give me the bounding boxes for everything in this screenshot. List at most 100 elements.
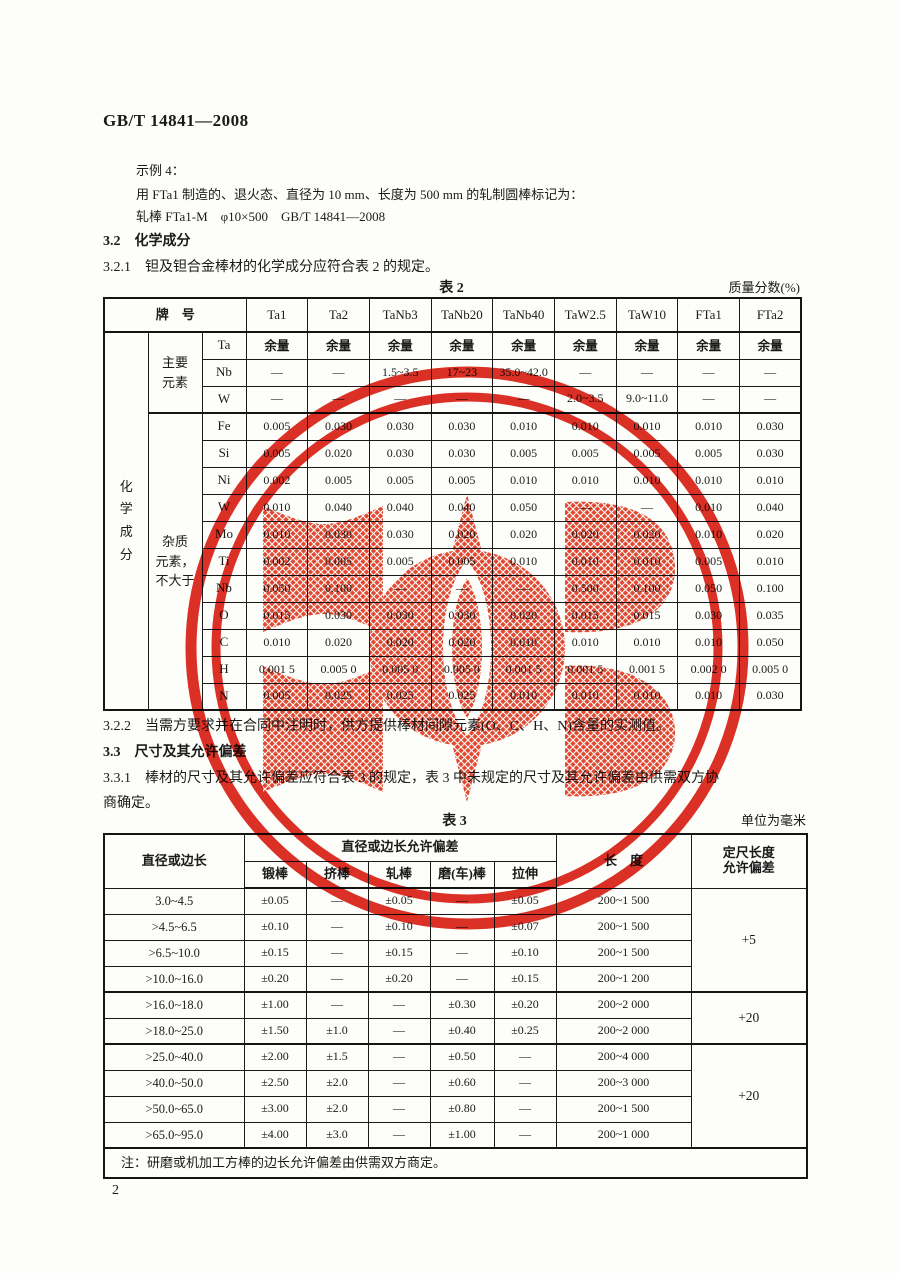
table-cell: —: [739, 385, 802, 414]
table2-grade-header: FTa2: [739, 297, 802, 333]
table3-header-fixed-length: 定尺长度 允许偏差: [690, 833, 808, 889]
table-cell: —: [245, 358, 309, 387]
table-cell: 0.001 5: [492, 655, 555, 684]
table-cell: 0.010: [739, 547, 802, 576]
table-cell: ±0.07: [493, 913, 557, 941]
table2-element-label: Ti: [201, 547, 247, 576]
table3-size-cell: >65.0~95.0: [103, 1121, 245, 1149]
table-cell: ±2.0: [305, 1069, 369, 1097]
table2-grade-header: FTa1: [677, 297, 740, 333]
table-cell: —: [493, 1043, 557, 1071]
table2-grade-header: TaNb3: [368, 297, 432, 333]
table-cell: —: [492, 385, 555, 414]
table-cell: 0.010: [553, 466, 617, 495]
table-cell: 0.040: [430, 493, 494, 522]
table-cell: ±0.50: [429, 1043, 495, 1071]
table-cell: 2.0~3.5: [553, 385, 617, 414]
section-3-2-heading: 3.2 化学成分: [103, 234, 191, 249]
table3-subheader: 磨(车)棒: [429, 860, 495, 889]
table-cell: 0.020: [492, 601, 555, 630]
table-cell: 0.050: [677, 574, 740, 603]
table-cell: 0.005 0: [368, 655, 432, 684]
table-cell: 0.030: [307, 601, 370, 630]
table-cell: 0.010: [553, 547, 617, 576]
table-cell: ±3.00: [243, 1095, 307, 1123]
table-cell: —: [615, 358, 679, 387]
table-cell: 0.020: [492, 520, 555, 549]
table2-group-main-elements: 主要 元素: [147, 331, 203, 414]
table-cell: ±0.20: [493, 991, 557, 1019]
table-cell: ±0.60: [429, 1069, 495, 1097]
table-cell: —: [367, 1095, 431, 1123]
table-cell: ±0.10: [243, 913, 307, 941]
table-cell: 0.050: [492, 493, 555, 522]
table-cell: 0.010: [553, 412, 617, 441]
table-cell: 0.010: [615, 466, 679, 495]
table-cell: 0.020: [307, 439, 370, 468]
table-cell: —: [493, 1121, 557, 1149]
table3-length-cell: 200~1 500: [555, 887, 692, 915]
table3-container: 直径或边长 直径或边长允许偏差长 度定尺长度 允许偏差 锻棒 挤棒 轧棒 磨(车)棒 拉伸 3…: [103, 833, 808, 1179]
table-cell: 0.010: [677, 520, 740, 549]
table-cell: 0.010: [615, 628, 679, 657]
table3-length-cell: 200~4 000: [555, 1043, 692, 1071]
table-cell: —: [493, 1095, 557, 1123]
table-cell: —: [368, 385, 432, 414]
table2-element-label: H: [201, 655, 247, 684]
table-cell: —: [245, 385, 309, 414]
table-cell: 9.0~11.0: [615, 385, 679, 414]
table-cell: 0.010: [615, 412, 679, 441]
standard-number: GB/T 14841—2008: [103, 111, 249, 130]
table-cell: 0.005 0: [307, 655, 370, 684]
table3-note: 注：研磨或机加工方棒的边长允许偏差由供需双方商定。: [103, 1147, 808, 1179]
table-cell: 0.015: [245, 601, 309, 630]
table-cell: ±0.30: [429, 991, 495, 1019]
table-cell: 0.020: [368, 628, 432, 657]
table3-length-cell: 200~1 500: [555, 913, 692, 941]
table-cell: 余量: [245, 331, 309, 360]
table-cell: ±0.05: [243, 887, 307, 915]
table-cell: 35.0~42.0: [492, 358, 555, 387]
table-cell: 0.005: [677, 439, 740, 468]
page-number: 2: [112, 1183, 119, 1198]
table-cell: 0.010: [492, 412, 555, 441]
table-cell: 0.500: [553, 574, 617, 603]
table-cell: ±1.00: [429, 1121, 495, 1149]
table-cell: 余量: [677, 331, 740, 360]
table3-size-cell: >10.0~16.0: [103, 965, 245, 993]
table-cell: 0.020: [430, 628, 494, 657]
table-cell: 余量: [492, 331, 555, 360]
table-cell: 0.100: [739, 574, 802, 603]
table2-grade-header: TaNb20: [430, 297, 494, 333]
table-cell: ±2.0: [305, 1095, 369, 1123]
table-cell: 0.010: [677, 682, 740, 711]
table-cell: 0.010: [492, 628, 555, 657]
table-cell: ±1.5: [305, 1043, 369, 1071]
table3-size-cell: >18.0~25.0: [103, 1017, 245, 1045]
table-cell: ±4.00: [243, 1121, 307, 1149]
table2-element-label: Si: [201, 439, 247, 468]
table-cell: ±0.05: [367, 887, 431, 915]
table3-subheader: 拉伸: [493, 860, 557, 889]
table2-caption: 表 2: [439, 281, 464, 296]
table-cell: —: [367, 1043, 431, 1071]
table2-corner-header: 牌 号: [103, 297, 247, 333]
table-cell: —: [429, 939, 495, 967]
table-cell: 0.030: [307, 412, 370, 441]
table-cell: 0.050: [245, 574, 309, 603]
table-cell: 0.010: [739, 466, 802, 495]
table-cell: 余量: [615, 331, 679, 360]
table-2: 牌 号 Ta1 Ta2 TaNb3 TaNb20 TaNb40 TaW2.5 TaW10 FTa…: [103, 297, 803, 711]
table-cell: —: [493, 1069, 557, 1097]
table-cell: 0.010: [677, 493, 740, 522]
table-cell: 0.010: [615, 547, 679, 576]
table2-rowgroup-chemical-composition: 化 学 成 分: [103, 331, 149, 711]
table-cell: 0.030: [739, 439, 802, 468]
table-cell: 0.005: [245, 439, 309, 468]
table-cell: ±0.20: [243, 965, 307, 993]
table-cell: —: [615, 493, 679, 522]
table-cell: 0.030: [368, 412, 432, 441]
table3-length-cell: 200~1 500: [555, 1095, 692, 1123]
example-line-2: 轧棒 FTa1-M φ10×500 GB/T 14841—2008: [136, 209, 386, 224]
